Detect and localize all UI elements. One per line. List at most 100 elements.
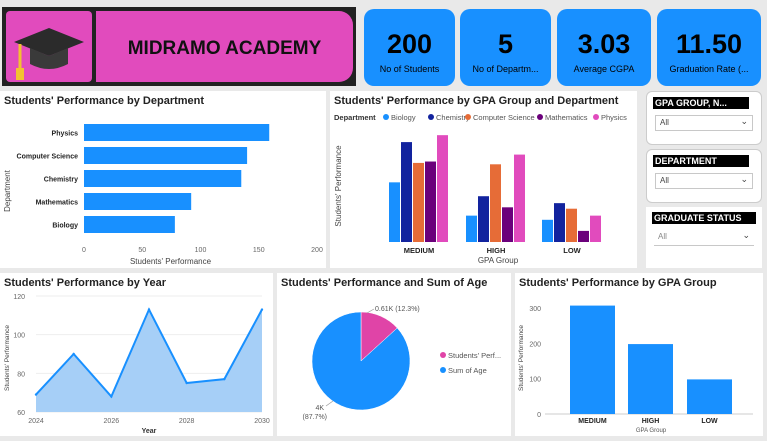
x-tick-label: LOW bbox=[701, 418, 718, 425]
academy-title: MIDRAMO ACADEMY bbox=[127, 38, 322, 59]
leader-line bbox=[325, 400, 334, 407]
y-tick-label: 0 bbox=[537, 412, 541, 419]
y-axis-label: Students' Performance bbox=[518, 325, 525, 391]
leader-line bbox=[366, 308, 375, 314]
x-tick-label: 2030 bbox=[254, 418, 270, 425]
bar-chemistry bbox=[84, 170, 242, 187]
x-tick-label: 50 bbox=[138, 247, 146, 254]
graduation-cap-icon bbox=[14, 28, 84, 80]
y-tick-label: Physics bbox=[52, 131, 79, 138]
legend-label: Sum of Age bbox=[448, 366, 487, 375]
x-axis-label: Students' Performance bbox=[130, 257, 212, 266]
gpa-bar-chart: 0 100 200 300 MEDIUM HIGH LOW GPA Group Students… bbox=[518, 305, 753, 434]
y-tick-label: 100 bbox=[13, 333, 25, 340]
bar-low-physics bbox=[590, 215, 601, 242]
data-point bbox=[147, 308, 151, 311]
chevron-down-icon: ⌄ bbox=[742, 230, 750, 240]
age-chart-panel: Students' Performance and Sum of Age 0.6… bbox=[277, 273, 511, 436]
data-point bbox=[72, 352, 75, 356]
y-tick-label: 100 bbox=[529, 377, 541, 384]
x-tick-label: MEDIUM bbox=[578, 418, 607, 425]
bar-biology bbox=[84, 216, 175, 233]
legend-label: Biology bbox=[391, 113, 416, 122]
y-tick-label: 120 bbox=[13, 294, 25, 301]
bar-high-chemistry bbox=[478, 196, 489, 242]
kpi-graduation-rate: 11.50 Graduation Rate (... bbox=[657, 9, 761, 86]
legend-marker bbox=[428, 114, 434, 120]
legend-marker bbox=[440, 352, 446, 358]
kpi-students: 200 No of Students bbox=[364, 9, 455, 86]
gpa-dept-clustered-chart: Department Biology Chemistry Computer Scien… bbox=[334, 113, 627, 265]
bar-low-biology bbox=[542, 219, 553, 242]
chart-title: Students' Performance by Year bbox=[4, 277, 166, 289]
chevron-down-icon: ⌄ bbox=[740, 116, 748, 126]
slice-data-label: 4K bbox=[315, 405, 324, 412]
age-pie-chart: 0.61K (12.3%) 4K (87.7%) Students' Perf... S… bbox=[302, 306, 501, 421]
legend-label: Students' Perf... bbox=[448, 351, 501, 360]
x-axis-label: GPA Group bbox=[478, 256, 519, 265]
kpi-value: 11.50 bbox=[675, 29, 743, 59]
graduate-status-dropdown[interactable]: All ⌄ bbox=[654, 230, 754, 246]
x-tick-label: LOW bbox=[563, 246, 581, 255]
y-tick-label: 60 bbox=[17, 410, 25, 417]
legend-marker bbox=[383, 114, 389, 120]
y-axis-label: Students' Performance bbox=[334, 145, 343, 227]
slicer-title: GPA GROUP, N... bbox=[653, 97, 749, 109]
kpi-value: 3.03 bbox=[577, 29, 631, 59]
slicer-value: All bbox=[660, 176, 669, 185]
bar-high-biology bbox=[466, 215, 477, 242]
slicer-department: DEPARTMENT All ⌄ bbox=[646, 149, 762, 203]
kpi-value: 200 bbox=[386, 29, 433, 59]
y-tick-label: Biology bbox=[52, 223, 78, 230]
year-chart-panel: Students' Performance by Year 60 80 100 120… bbox=[0, 273, 273, 436]
kpi-departments: 5 No of Departm... bbox=[460, 9, 551, 86]
legend-marker bbox=[537, 114, 543, 120]
bar-computer-science bbox=[84, 147, 248, 164]
bar-medium bbox=[570, 305, 615, 414]
chart-title: Students' Performance by GPA Group and D… bbox=[334, 95, 619, 107]
dept-bar-chart: 0 50 100 150 200 Physics Computer Science Chemi… bbox=[3, 124, 323, 266]
bar-low-chemistry bbox=[554, 203, 565, 242]
y-tick-label: 200 bbox=[529, 341, 541, 348]
x-tick-label: HIGH bbox=[487, 246, 506, 255]
kpi-value: 5 bbox=[497, 29, 514, 59]
chart-title: Students' Performance and Sum of Age bbox=[281, 277, 488, 289]
x-axis-label: Year bbox=[142, 428, 157, 435]
bar-low-computer-science bbox=[566, 208, 577, 242]
legend-label: Physics bbox=[601, 113, 627, 122]
kpi-label: No of Students bbox=[379, 64, 440, 74]
slice-data-label: 0.61K (12.3%) bbox=[375, 306, 420, 313]
gpa-chart-panel: Students' Performance by GPA Group 0 100 2… bbox=[515, 273, 763, 436]
bar-low-mathematics bbox=[578, 230, 589, 242]
data-point bbox=[260, 308, 264, 311]
bar-medium-biology bbox=[389, 182, 400, 242]
slicer-value: All bbox=[660, 118, 669, 127]
chevron-down-icon: ⌄ bbox=[740, 174, 748, 184]
legend-title: Department bbox=[334, 113, 376, 122]
slicer-title: GRADUATE STATUS bbox=[652, 212, 756, 224]
bar-low bbox=[687, 379, 732, 414]
data-point bbox=[185, 381, 188, 385]
legend-label: Chemistry bbox=[436, 113, 470, 122]
kpi-label: Graduation Rate (... bbox=[669, 64, 749, 74]
kpi-label: Average CGPA bbox=[573, 64, 635, 74]
slice-data-label: (87.7%) bbox=[302, 414, 327, 421]
x-tick-label: 100 bbox=[195, 247, 207, 254]
y-tick-label: Mathematics bbox=[36, 200, 79, 207]
dept-chart-panel: Students' Performance by Department 0 50 1… bbox=[0, 91, 326, 268]
slicer-graduate-status: GRADUATE STATUS All ⌄ bbox=[646, 207, 762, 268]
legend-marker bbox=[593, 114, 599, 120]
slicer-value: All bbox=[658, 232, 667, 241]
legend-marker bbox=[465, 114, 471, 120]
slicer-gpa-group: GPA GROUP, N... All ⌄ bbox=[646, 91, 762, 145]
x-tick-label: 200 bbox=[311, 247, 323, 254]
legend-label: Mathematics bbox=[545, 113, 588, 122]
gpa-group-dropdown[interactable]: All ⌄ bbox=[655, 115, 753, 131]
x-tick-label: 150 bbox=[253, 247, 265, 254]
y-tick-label: Chemistry bbox=[44, 177, 78, 184]
y-tick-label: Computer Science bbox=[17, 154, 79, 161]
year-area-chart: 60 80 100 120 2024 2026 2028 2030 Year Students' … bbox=[4, 294, 270, 435]
department-dropdown[interactable]: All ⌄ bbox=[655, 173, 753, 189]
y-tick-label: 300 bbox=[529, 306, 541, 313]
legend-label: Computer Science bbox=[473, 113, 535, 122]
